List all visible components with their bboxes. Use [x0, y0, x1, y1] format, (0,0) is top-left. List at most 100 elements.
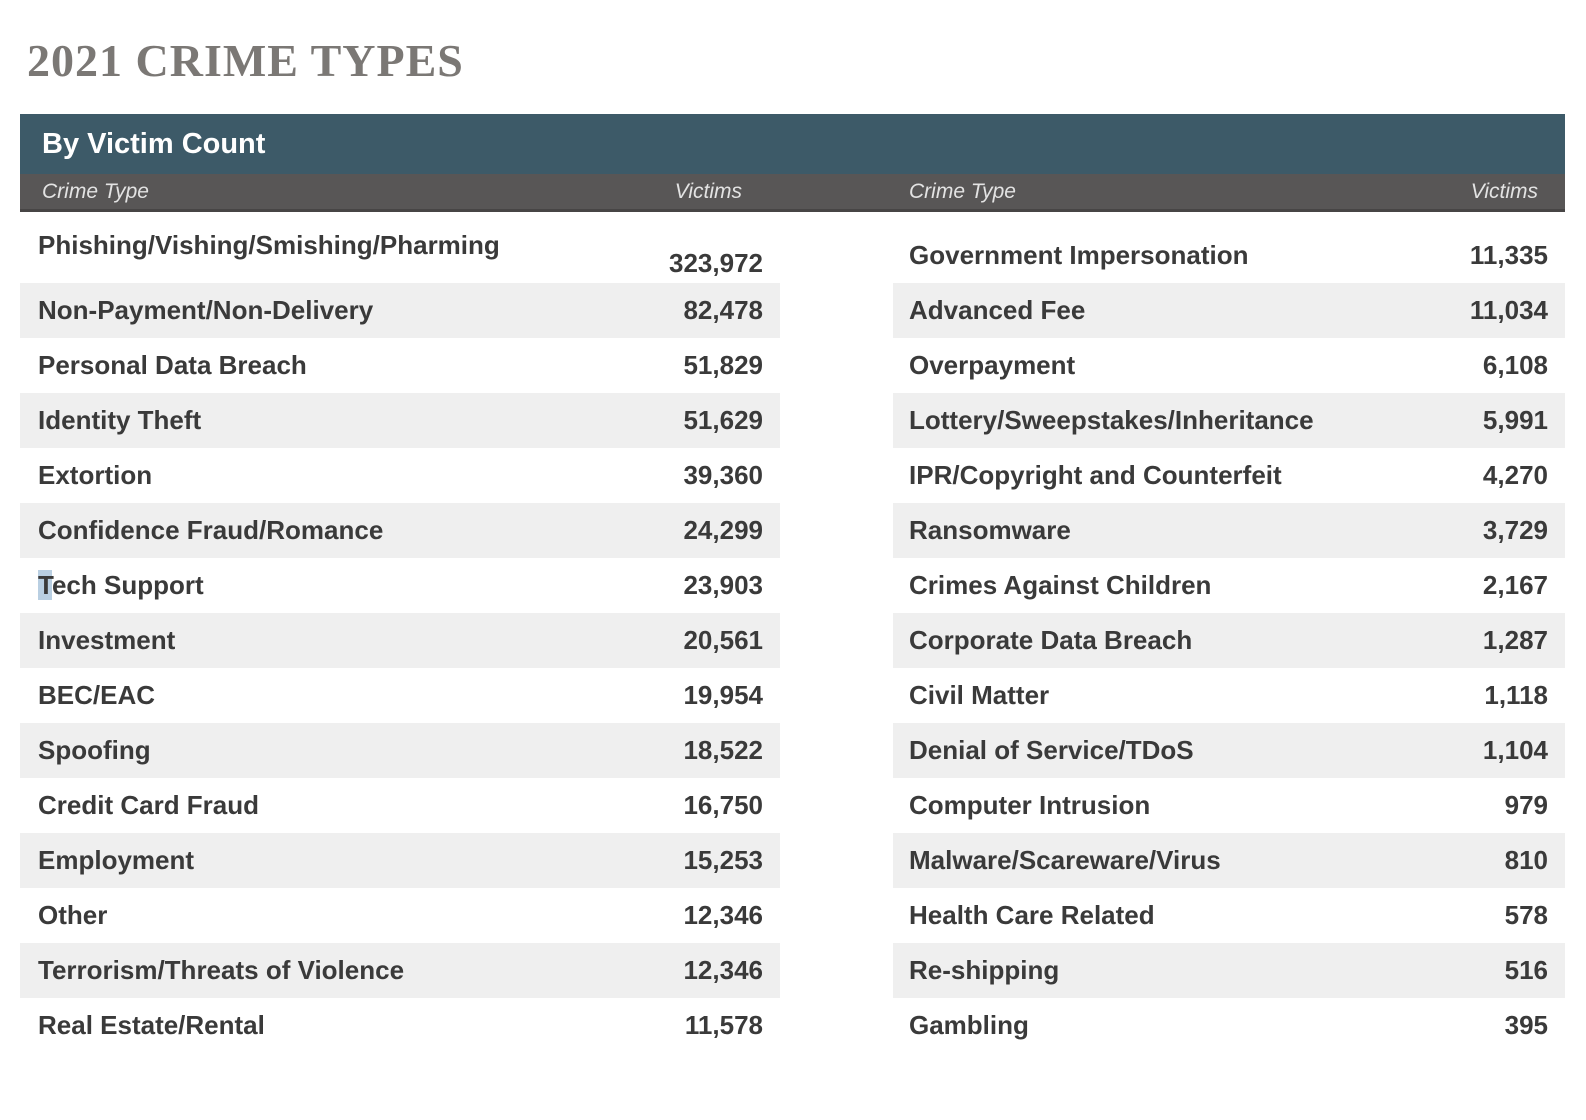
victim-count-cell: 12,346: [683, 900, 763, 930]
victim-count-cell: 11,578: [684, 1010, 763, 1040]
table-row: Extortion 39,360: [20, 448, 780, 503]
crime-type-cell: Tech Support: [38, 570, 204, 600]
table-row: Personal Data Breach 51,829: [20, 338, 780, 393]
crime-type-cell: BEC/EAC: [38, 680, 156, 710]
crime-type-cell: Investment: [38, 625, 176, 655]
table-row: Credit Card Fraud 16,750: [20, 778, 780, 833]
victim-count-cell: 5,991: [1482, 405, 1548, 435]
crime-type-cell: Gambling: [909, 1010, 1029, 1040]
victim-count-cell: 810: [1504, 845, 1548, 875]
table-row: Phishing/Vishing/Smishing/Pharming 323,97…: [20, 228, 780, 283]
table-row: Corporate Data Breach 1,287: [893, 613, 1565, 668]
victim-count-cell: 395: [1504, 1010, 1548, 1040]
crime-type-cell: Corporate Data Breach: [909, 625, 1193, 655]
crime-type-cell: Spoofing: [38, 735, 151, 765]
victim-count-cell: 16,750: [683, 790, 763, 820]
table-row: Civil Matter 1,118: [893, 668, 1565, 723]
victims-header: Victims: [674, 179, 742, 203]
report-page: 2021 CRIME TYPES By Victim Count Crime T…: [0, 34, 1586, 1120]
table-row: Computer Intrusion 979: [893, 778, 1565, 833]
crime-type-cell: Employment: [38, 845, 195, 875]
crime-type-cell: Extortion: [38, 460, 153, 490]
table-row: Non-Payment/Non-Delivery 82,478: [20, 283, 780, 338]
table-row: Investment 20,561: [20, 613, 780, 668]
crime-type-cell: Crimes Against Children: [909, 570, 1212, 600]
crime-type-cell: Other: [38, 900, 108, 930]
victim-count-cell: 20,561: [683, 625, 763, 655]
victim-count-cell: 18,522: [683, 735, 763, 765]
victim-count-cell: 82,478: [683, 295, 763, 325]
victim-count-cell: 2,167: [1482, 570, 1548, 600]
crime-type-cell: Malware/Scareware/Virus: [909, 845, 1221, 875]
table-title-bar: By Victim Count: [20, 114, 1565, 174]
victim-count-cell: 578: [1504, 900, 1548, 930]
crime-type-cell: Civil Matter: [909, 680, 1050, 710]
table-row: Terrorism/Threats of Violence 12,346: [20, 943, 780, 998]
crime-type-cell: Advanced Fee: [909, 295, 1086, 325]
column-headers-left: Crime Type Victims: [20, 180, 780, 204]
victim-count-cell: 24,299: [683, 515, 763, 545]
crime-type-header: Crime Type: [42, 179, 149, 203]
table-row: Gambling 395: [893, 998, 1565, 1053]
victim-count-cell: 11,335: [1469, 240, 1548, 270]
table-row: Lottery/Sweepstakes/Inheritance 5,991: [893, 393, 1565, 448]
crime-type-cell: Computer Intrusion: [909, 790, 1151, 820]
victim-count-cell: 15,253: [683, 845, 763, 875]
page-title: 2021 CRIME TYPES: [27, 35, 464, 86]
table-column-gap: [780, 228, 893, 1053]
table-row: Overpayment 6,108: [893, 338, 1565, 393]
column-header-bar: Crime Type Victims Crime Type Victims: [20, 174, 1565, 212]
table-row: Ransomware 3,729: [893, 503, 1565, 558]
table-row: Denial of Service/TDoS 1,104: [893, 723, 1565, 778]
victim-count-cell: 6,108: [1482, 350, 1548, 380]
victim-count-cell: 4,270: [1482, 460, 1548, 490]
crime-type-cell: Non-Payment/Non-Delivery: [38, 295, 374, 325]
table-row: Employment 15,253: [20, 833, 780, 888]
crime-type-cell: Health Care Related: [909, 900, 1155, 930]
column-headers-right: Crime Type Victims: [893, 180, 1565, 204]
table-title: By Victim Count: [42, 127, 266, 160]
table-row: Spoofing 18,522: [20, 723, 780, 778]
crime-type-cell: Identity Theft: [38, 405, 202, 435]
victim-count-cell: 323,972: [669, 248, 763, 278]
victim-count-cell: 3,729: [1482, 515, 1548, 545]
victims-header: Victims: [1470, 179, 1538, 203]
victim-count-cell: 19,954: [683, 680, 763, 710]
table-row: Crimes Against Children 2,167: [893, 558, 1565, 613]
victim-count-cell: 516: [1504, 955, 1548, 985]
table-row: Malware/Scareware/Virus 810: [893, 833, 1565, 888]
text-selection-highlight: T: [38, 570, 52, 600]
table-row: Other 12,346: [20, 888, 780, 943]
crime-type-cell: Real Estate/Rental: [38, 1010, 265, 1040]
table-row: BEC/EAC 19,954: [20, 668, 780, 723]
crime-type-cell: Re-shipping: [909, 955, 1060, 985]
crime-type-cell: Overpayment: [909, 350, 1076, 380]
victim-count-cell: 1,118: [1484, 680, 1548, 710]
table-row: Re-shipping 516: [893, 943, 1565, 998]
table-row: Real Estate/Rental 11,578: [20, 998, 780, 1053]
table-row: Advanced Fee 11,034: [893, 283, 1565, 338]
crime-type-header: Crime Type: [909, 179, 1016, 203]
table-column-right: Government Impersonation 11,335 Advanced F…: [893, 228, 1565, 1053]
table-row: IPR/Copyright and Counterfeit 4,270: [893, 448, 1565, 503]
crime-type-cell: Ransomware: [909, 515, 1071, 545]
victim-count-cell: 39,360: [683, 460, 763, 490]
crime-type-cell: Lottery/Sweepstakes/Inheritance: [909, 405, 1314, 435]
crime-types-table: By Victim Count Crime Type Victims Crime…: [20, 114, 1565, 1053]
victim-count-cell: 23,903: [683, 570, 763, 600]
victim-count-cell: 979: [1504, 790, 1548, 820]
table-body: Phishing/Vishing/Smishing/Pharming 323,97…: [20, 228, 1565, 1053]
victim-count-cell: 51,829: [683, 350, 763, 380]
victim-count-cell: 12,346: [683, 955, 763, 985]
crime-type-cell: IPR/Copyright and Counterfeit: [909, 460, 1282, 490]
crime-type-cell: Confidence Fraud/Romance: [38, 515, 384, 545]
victim-count-cell: 11,034: [1469, 295, 1548, 325]
crime-type-cell: Personal Data Breach: [38, 350, 307, 380]
table-row: Confidence Fraud/Romance 24,299: [20, 503, 780, 558]
table-row: Identity Theft 51,629: [20, 393, 780, 448]
crime-type-cell: Denial of Service/TDoS: [909, 735, 1194, 765]
crime-type-cell: Phishing/Vishing/Smishing/Pharming: [38, 230, 500, 260]
crime-type-cell: Government Impersonation: [909, 240, 1249, 270]
victim-count-cell: 1,287: [1482, 625, 1548, 655]
victim-count-cell: 1,104: [1482, 735, 1548, 765]
